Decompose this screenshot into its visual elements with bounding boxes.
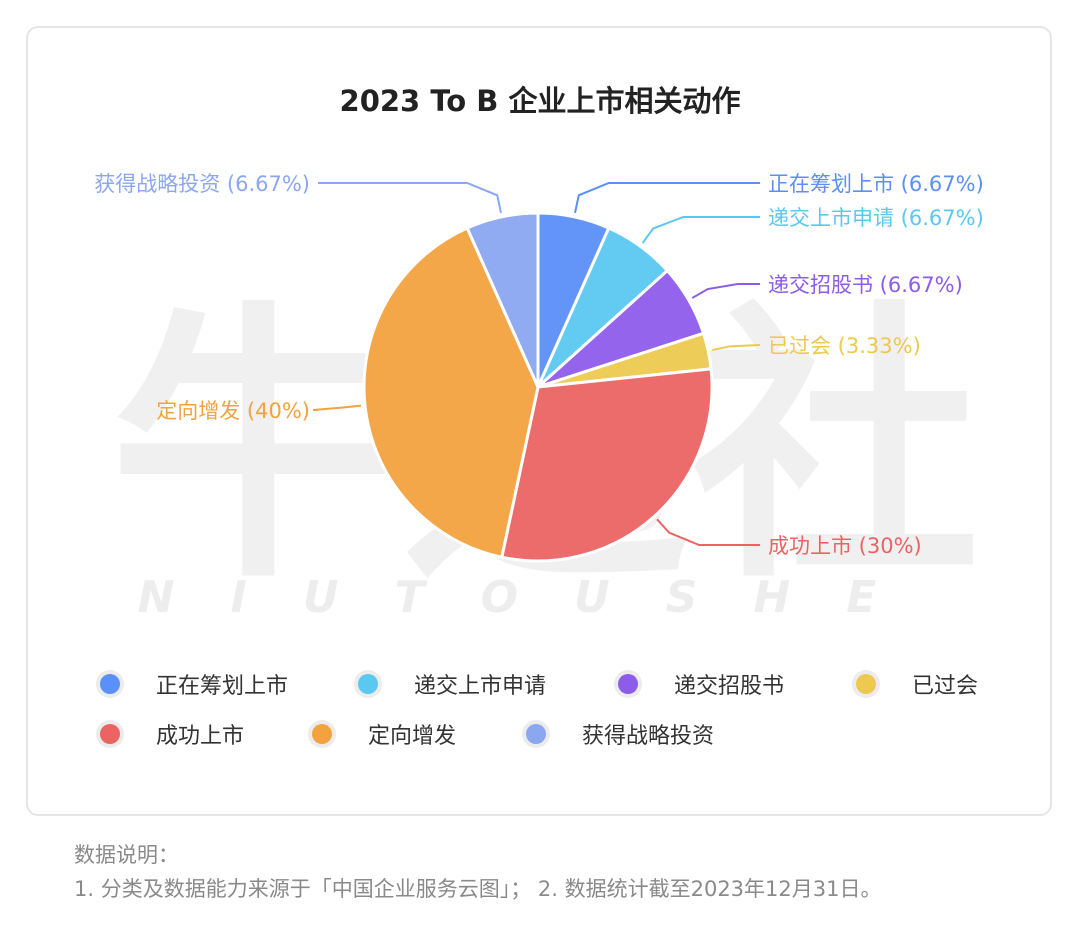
legend-marker [856, 674, 876, 694]
legend-item-1[interactable]: 正在筹划上市 [100, 664, 288, 704]
legend-label: 成功上市 [156, 724, 245, 749]
legend-item-3[interactable]: 递交招股书 [618, 664, 784, 704]
leader-line-3 [691, 283, 760, 299]
leader-line-7 [318, 182, 502, 214]
watermark-subtext: NIUTOUSHE [138, 572, 933, 623]
footnote-heading: 数据说明： [74, 843, 179, 867]
footnote: 数据说明： 1. 分类及数据能力来源于「中国企业服务云图」； 2. 数据统计截至… [74, 838, 1064, 906]
legend-marker [312, 724, 332, 744]
leader-line-4 [711, 344, 760, 352]
pie-slice-7 [465, 211, 540, 389]
pie-slices [362, 211, 714, 563]
footnote-text: 1. 分类及数据能力来源于「中国企业服务云图」； 2. 数据统计截至2023年1… [74, 877, 882, 901]
legend-label: 已过会 [912, 674, 979, 699]
chart-title: 2023 To B 企业上市相关动作 [339, 84, 741, 118]
legend-label: 递交上市申请 [414, 674, 547, 699]
slice-label-1: 正在筹划上市 (6.67%) [768, 172, 984, 196]
slice-labels: 正在筹划上市 (6.67%) 递交上市申请 (6.67%) 递交招股书 (6.67%… [94, 172, 984, 558]
legend-marker [618, 674, 638, 694]
slice-label-5: 成功上市 (30%) [768, 534, 922, 558]
slice-label-7: 获得战略投资 (6.67%) [94, 172, 310, 196]
slice-label-3: 递交招股书 (6.67%) [768, 273, 963, 297]
leader-line-6 [312, 404, 362, 411]
legend-label: 递交招股书 [674, 674, 785, 699]
legend-item-5[interactable]: 成功上市 [100, 714, 244, 754]
legend-item-6[interactable]: 定向增发 [312, 714, 456, 754]
legend-label: 正在筹划上市 [156, 674, 289, 699]
leader-line-2 [641, 216, 760, 244]
legend-item-4[interactable]: 已过会 [856, 664, 978, 704]
legend-item-7[interactable]: 获得战略投资 [526, 714, 714, 754]
leader-lines [312, 182, 760, 546]
legend-marker [100, 724, 120, 744]
legend-marker [358, 674, 378, 694]
legend-item-2[interactable]: 递交上市申请 [358, 664, 546, 704]
slice-label-2: 递交上市申请 (6.67%) [768, 206, 984, 230]
slice-label-6: 定向增发 (40%) [156, 399, 310, 423]
pie-slice-6 [362, 226, 540, 559]
pie-slice-5 [500, 367, 714, 563]
legend-label: 获得战略投资 [582, 724, 715, 749]
legend-marker [100, 674, 120, 694]
slice-label-4: 已过会 (3.33%) [768, 334, 921, 358]
legend-marker [526, 724, 546, 744]
leader-line-1 [574, 182, 760, 214]
leader-line-5 [656, 518, 760, 546]
legend-label: 定向增发 [368, 724, 457, 749]
